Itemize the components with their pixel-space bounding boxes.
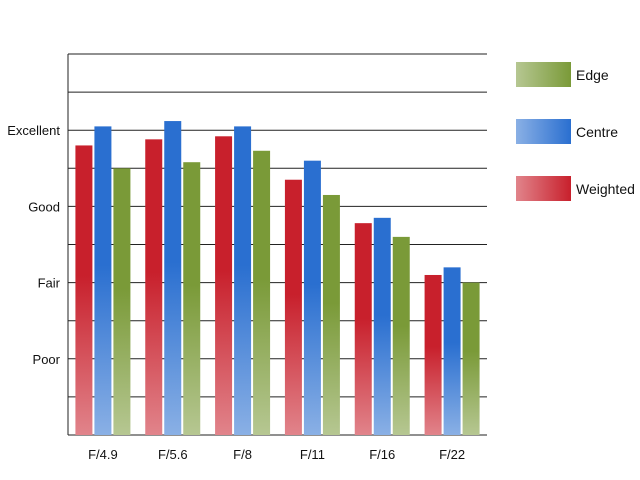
- bar-weighted-5: [424, 274, 442, 435]
- bar-edge-5: [462, 282, 480, 435]
- bar-centre-5: [443, 267, 461, 435]
- x-tick-label: F/8: [233, 447, 252, 462]
- legend-swatch-edge: [516, 62, 571, 87]
- bar-weighted-3: [284, 179, 302, 435]
- y-tick-label: Excellent: [7, 123, 60, 138]
- y-tick-labels: Poor Fair Good Excellent: [7, 123, 60, 367]
- x-tick-label: F/11: [300, 447, 325, 462]
- y-tick-label: Good: [28, 199, 60, 214]
- y-tick-label: Poor: [33, 352, 61, 367]
- bar-centre-4: [373, 217, 391, 435]
- x-tick-label: F/4.9: [88, 447, 118, 462]
- legend-swatch-centre: [516, 119, 571, 144]
- legend: Edge Centre Weighted: [516, 62, 635, 201]
- x-tick-label: F/22: [439, 447, 465, 462]
- x-tick-label: F/16: [369, 447, 395, 462]
- bar-edge-0: [113, 168, 131, 436]
- legend-label-edge: Edge: [576, 67, 609, 83]
- legend-swatch-weighted: [516, 176, 571, 201]
- x-tick-label: F/5.6: [158, 447, 188, 462]
- bar-centre-0: [94, 126, 112, 435]
- bar-weighted-0: [75, 145, 93, 435]
- bar-centre-3: [303, 160, 321, 435]
- bar-edge-2: [253, 150, 271, 436]
- bar-centre-2: [234, 126, 252, 435]
- legend-label-centre: Centre: [576, 124, 618, 140]
- y-tick-label: Fair: [38, 276, 61, 291]
- bar-weighted-2: [215, 136, 233, 435]
- legend-label-weighted: Weighted: [576, 181, 635, 197]
- bar-edge-3: [322, 194, 340, 435]
- bar-edge-1: [183, 162, 201, 436]
- bar-edge-4: [392, 236, 410, 435]
- x-tick-labels: F/4.9 F/5.6 F/8 F/11 F/16 F/22: [88, 447, 465, 462]
- grid-lines: [68, 53, 487, 398]
- bar-centre-1: [164, 121, 182, 435]
- bar-weighted-1: [145, 139, 163, 435]
- bars: [75, 121, 480, 436]
- axes: [67, 54, 487, 436]
- bar-weighted-4: [354, 223, 372, 435]
